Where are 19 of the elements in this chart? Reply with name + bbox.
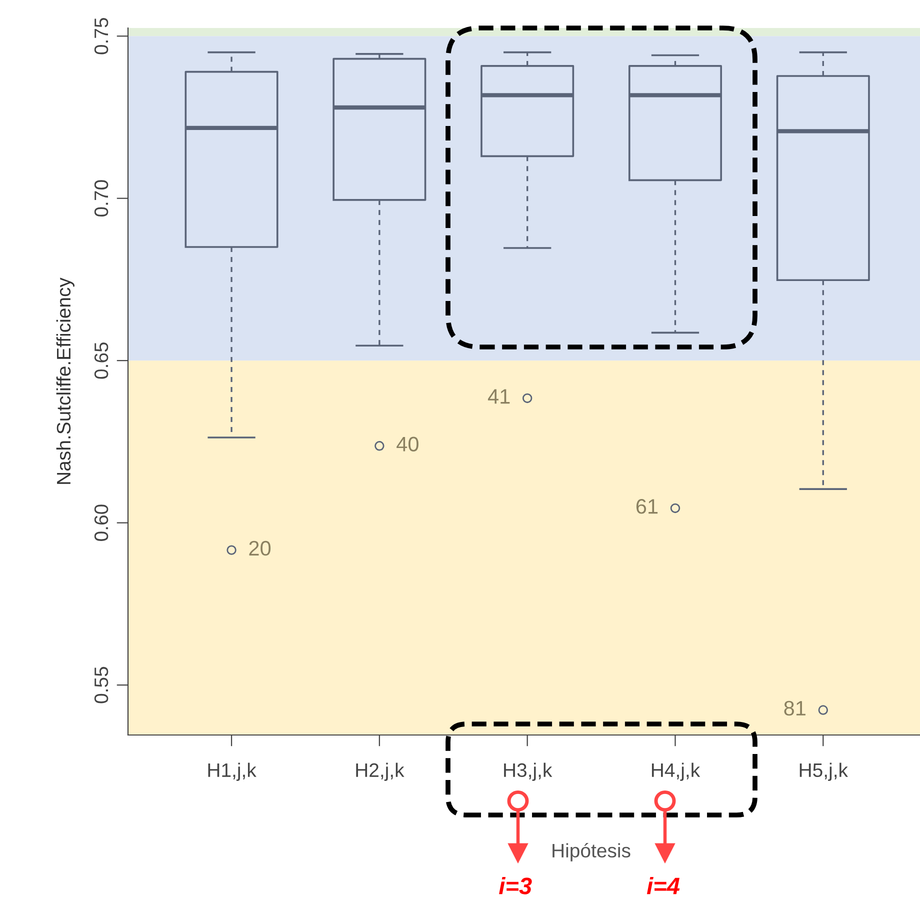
x-tick-label: H5,j,k xyxy=(800,762,848,781)
annotation: 41 xyxy=(488,389,510,404)
annotation: 20 xyxy=(249,540,271,556)
annotation: 61 xyxy=(636,499,658,514)
y-tick-label: 0.70 xyxy=(94,180,108,217)
annotation: 81 xyxy=(784,700,806,716)
x-tick-label: H1,j,k xyxy=(208,762,256,781)
x-tick-label: H3,j,k xyxy=(504,762,552,781)
y-tick-label: 0.55 xyxy=(94,666,108,704)
y-axis-title: Nash.Sutcliffe.Efficiency xyxy=(56,278,74,484)
x-axis-title: Hipótesis xyxy=(552,843,630,862)
text: i=3 xyxy=(499,876,532,894)
y-tick-label: 0.75 xyxy=(94,18,108,54)
annotation: 40 xyxy=(396,436,418,452)
text: i=4 xyxy=(646,876,680,894)
y-tick-label: 0.65 xyxy=(94,342,108,379)
x-tick-label: H4,j,k xyxy=(652,762,700,781)
x-tick-label: H2,j,k xyxy=(356,762,404,781)
y-tick-label: 0.60 xyxy=(94,504,108,541)
